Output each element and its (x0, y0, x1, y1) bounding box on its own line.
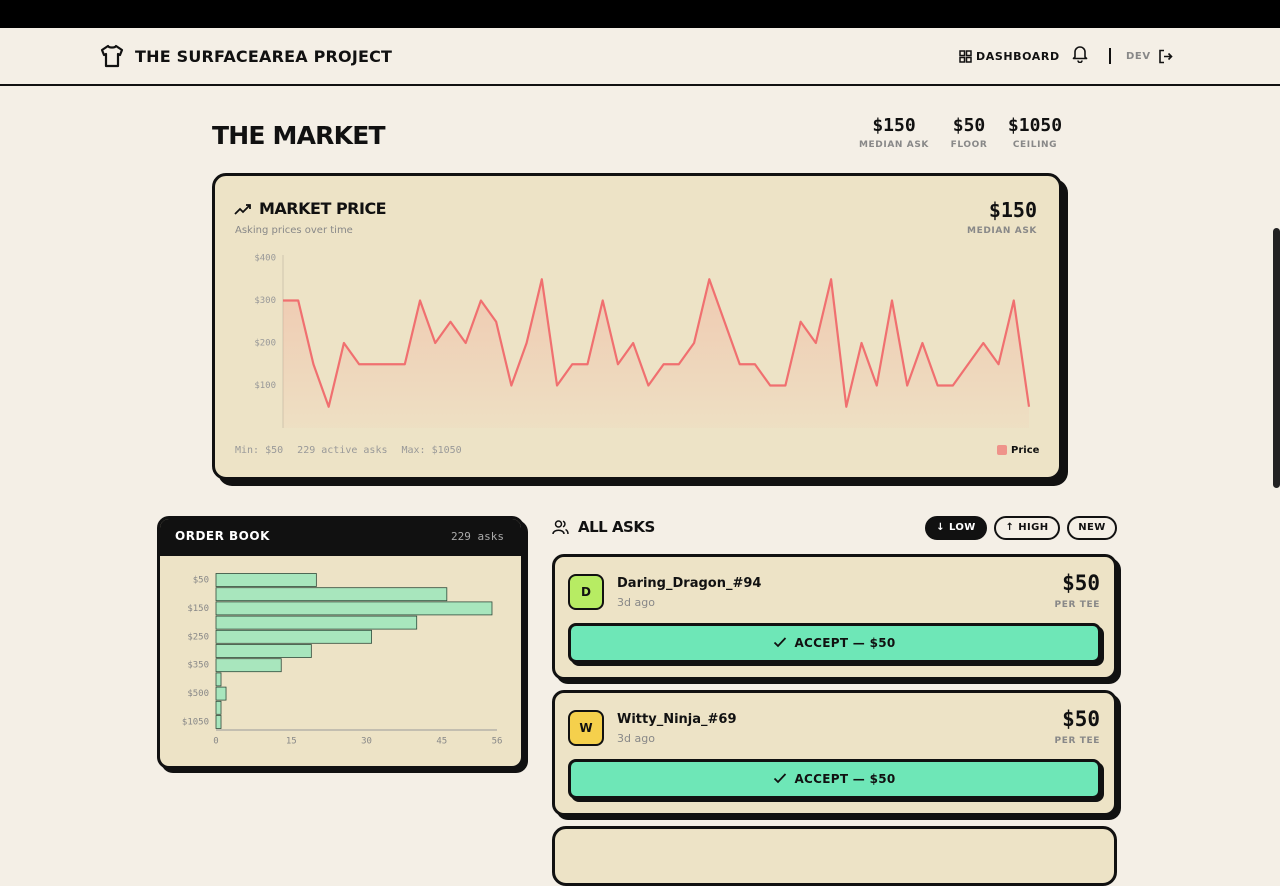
logout-icon[interactable] (1158, 49, 1173, 64)
user-label: DEV (1126, 51, 1151, 62)
check-icon (774, 773, 787, 784)
footer-stat: 229 active asks (297, 445, 387, 456)
stat: $150 MEDIAN ASK (849, 115, 939, 150)
logo-icon (100, 44, 124, 68)
sort-low[interactable]: ↓ LOW (925, 516, 987, 540)
stat-label: FLOOR (950, 140, 988, 150)
line-chart: $100 $200 $300 $400 Price Min: $50 229 active … (235, 254, 1040, 457)
bar (215, 672, 222, 687)
y-tick-label: $250 (187, 632, 209, 642)
x-tick-label: 15 (286, 737, 297, 747)
y-tick-label: $100 (254, 381, 276, 391)
page-title: THE MARKET (212, 121, 386, 150)
y-tick-label: $400 (254, 254, 276, 264)
header (0, 28, 1280, 86)
headline: $150 (988, 198, 1037, 222)
y-tick-label: $350 (187, 661, 209, 671)
check-icon (774, 637, 787, 648)
footer-stat: Min: $50 (235, 445, 283, 456)
footer-stat: Max: $1050 (401, 445, 461, 456)
avatar: D (568, 574, 604, 610)
nav-dashboard[interactable]: DASHBOARD (976, 50, 1060, 63)
line (283, 278, 1031, 408)
ask-price: $50 (1062, 571, 1100, 595)
accept-label: ACCEPT — $50 (794, 636, 896, 650)
trend-icon (234, 204, 251, 215)
stat-label: CEILING (1012, 140, 1058, 150)
ask-age: 3d ago (617, 732, 655, 745)
y-tick-label: $1050 (182, 718, 209, 728)
asks-title: ALL ASKS (578, 518, 655, 536)
legend-swatch (997, 445, 1007, 455)
dashboard-icon (959, 50, 972, 63)
card-title: MARKET PRICE (259, 199, 387, 218)
seller-name: Witty_Ninja_#69 (617, 712, 737, 727)
x-tick-label: 0 (213, 737, 218, 747)
users-icon (552, 520, 569, 535)
bar (215, 700, 222, 715)
bar (215, 615, 418, 630)
bar (215, 686, 227, 701)
headline-label: MEDIAN ASK (967, 226, 1037, 236)
ask-age: 3d ago (617, 596, 655, 609)
bar-chart: 0 15 30 45 56 $50 $150 $250 $350 $500 $1050 (182, 573, 503, 747)
order-book-count: 229 asks (451, 530, 504, 543)
card-subtitle: Asking prices over time (235, 225, 353, 236)
area (283, 279, 1029, 428)
avatar: W (568, 710, 604, 746)
stat-value: $150 (872, 115, 916, 136)
bar (215, 644, 312, 658)
order-book-title: ORDER BOOK (175, 529, 270, 543)
y-tick-label: $200 (254, 339, 276, 349)
price-unit: PER TEE (1054, 600, 1100, 610)
market-card (212, 173, 1062, 480)
y-tick-label: $150 (187, 604, 209, 614)
ask-card-partial (552, 826, 1117, 886)
y-tick-label: $500 (187, 689, 209, 699)
price-unit: PER TEE (1054, 736, 1100, 746)
bell-icon[interactable] (1072, 45, 1088, 63)
ask-price: $50 (1062, 707, 1100, 731)
separator (1109, 48, 1111, 64)
x-tick-label: 30 (361, 737, 372, 747)
sort-high[interactable]: ↑ HIGH (994, 516, 1060, 540)
bar (215, 573, 317, 587)
y-tick-label: $50 (193, 576, 209, 586)
bar (215, 587, 448, 602)
stat-value: $50 (952, 115, 986, 136)
y-tick-label: $300 (254, 296, 276, 306)
stat: $1050 CEILING (990, 115, 1080, 150)
bar (215, 629, 372, 644)
bar (215, 601, 493, 616)
accept-button[interactable]: ACCEPT — $50 (568, 623, 1101, 663)
scrollbar[interactable] (1273, 228, 1280, 488)
x-tick-label: 45 (436, 737, 447, 747)
brand[interactable]: THE SURFACEAREA PROJECT (135, 47, 393, 66)
x-tick-label: 56 (492, 737, 503, 747)
order-book-header (160, 519, 521, 556)
legend-label: Price (1011, 445, 1040, 456)
bar (215, 658, 282, 673)
accept-label: ACCEPT — $50 (794, 772, 896, 786)
sort-new[interactable]: NEW (1067, 516, 1117, 540)
accept-button[interactable]: ACCEPT — $50 (568, 759, 1101, 799)
bar (215, 715, 222, 729)
stat: $50 FLOOR (924, 115, 1014, 150)
stat-value: $1050 (1007, 115, 1063, 136)
stat-label: MEDIAN ASK (859, 140, 929, 150)
seller-name: Daring_Dragon_#94 (617, 576, 762, 591)
top-bar (0, 0, 1280, 28)
